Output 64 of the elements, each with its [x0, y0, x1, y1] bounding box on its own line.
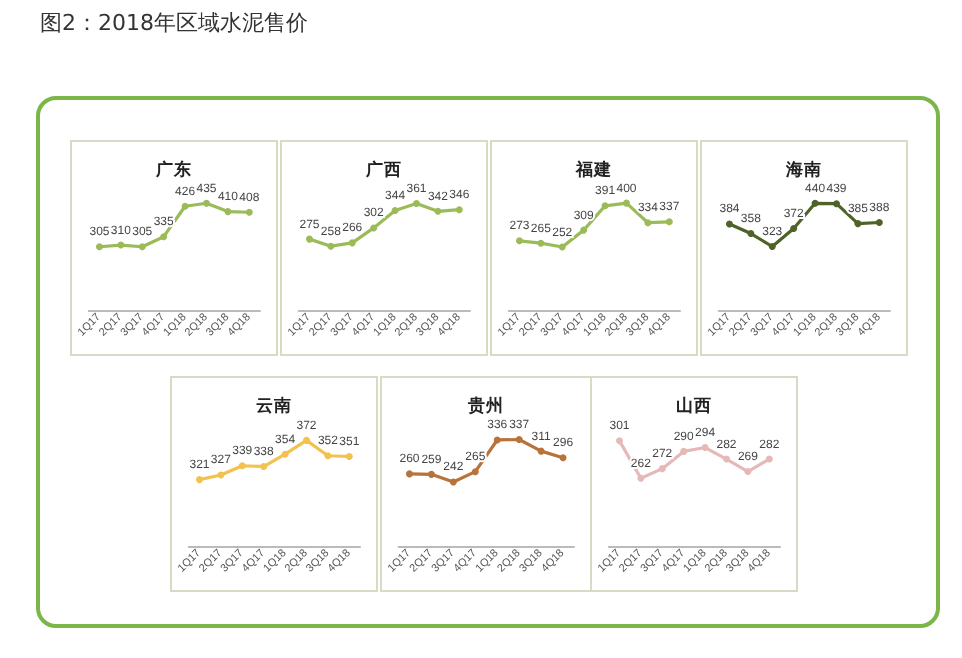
point	[281, 450, 289, 458]
point	[117, 241, 125, 249]
point	[765, 455, 773, 463]
chart-title: 海南	[784, 159, 822, 179]
point	[559, 454, 567, 462]
point	[637, 474, 645, 482]
chart-title: 山西	[676, 395, 712, 415]
point	[405, 470, 413, 478]
point	[370, 224, 378, 232]
chart-title: 福建	[574, 159, 612, 179]
point	[601, 202, 609, 210]
point	[449, 478, 457, 486]
point	[345, 453, 353, 461]
chart-title: 云南	[256, 395, 292, 415]
point	[833, 200, 840, 208]
point	[537, 447, 545, 455]
point	[493, 436, 501, 444]
point	[725, 220, 733, 228]
point	[680, 447, 688, 455]
point	[558, 243, 566, 251]
point	[413, 199, 420, 207]
point	[811, 199, 819, 207]
point	[303, 436, 310, 444]
point	[723, 455, 730, 463]
caption: 图2：2018年区域水泥售价	[40, 8, 308, 38]
point	[245, 208, 253, 216]
point	[224, 208, 232, 216]
point	[203, 199, 210, 207]
point	[238, 462, 246, 470]
point	[537, 239, 545, 247]
point	[327, 242, 335, 250]
point	[747, 230, 755, 238]
chart-title: 贵州	[466, 395, 504, 415]
point	[644, 219, 652, 227]
point	[434, 207, 442, 215]
point	[195, 476, 203, 484]
point	[768, 243, 776, 250]
point	[181, 202, 189, 210]
point	[790, 224, 798, 232]
point	[471, 468, 479, 476]
point	[665, 218, 673, 226]
point	[391, 206, 399, 214]
chart-title: 广西	[364, 159, 402, 179]
point	[623, 199, 630, 207]
point	[658, 465, 666, 473]
point	[875, 219, 883, 227]
point	[854, 220, 862, 228]
point	[348, 239, 356, 247]
point	[615, 437, 623, 445]
chart-title: 广东	[154, 159, 192, 179]
point	[95, 243, 103, 251]
point	[515, 237, 523, 245]
point	[217, 471, 225, 479]
point	[305, 235, 313, 243]
point	[160, 233, 168, 241]
point	[138, 243, 146, 251]
point	[260, 463, 268, 471]
point	[515, 436, 523, 444]
point	[427, 470, 435, 478]
point	[744, 468, 752, 476]
point	[580, 226, 588, 234]
point	[455, 206, 463, 214]
point	[324, 452, 332, 460]
point	[701, 444, 709, 452]
